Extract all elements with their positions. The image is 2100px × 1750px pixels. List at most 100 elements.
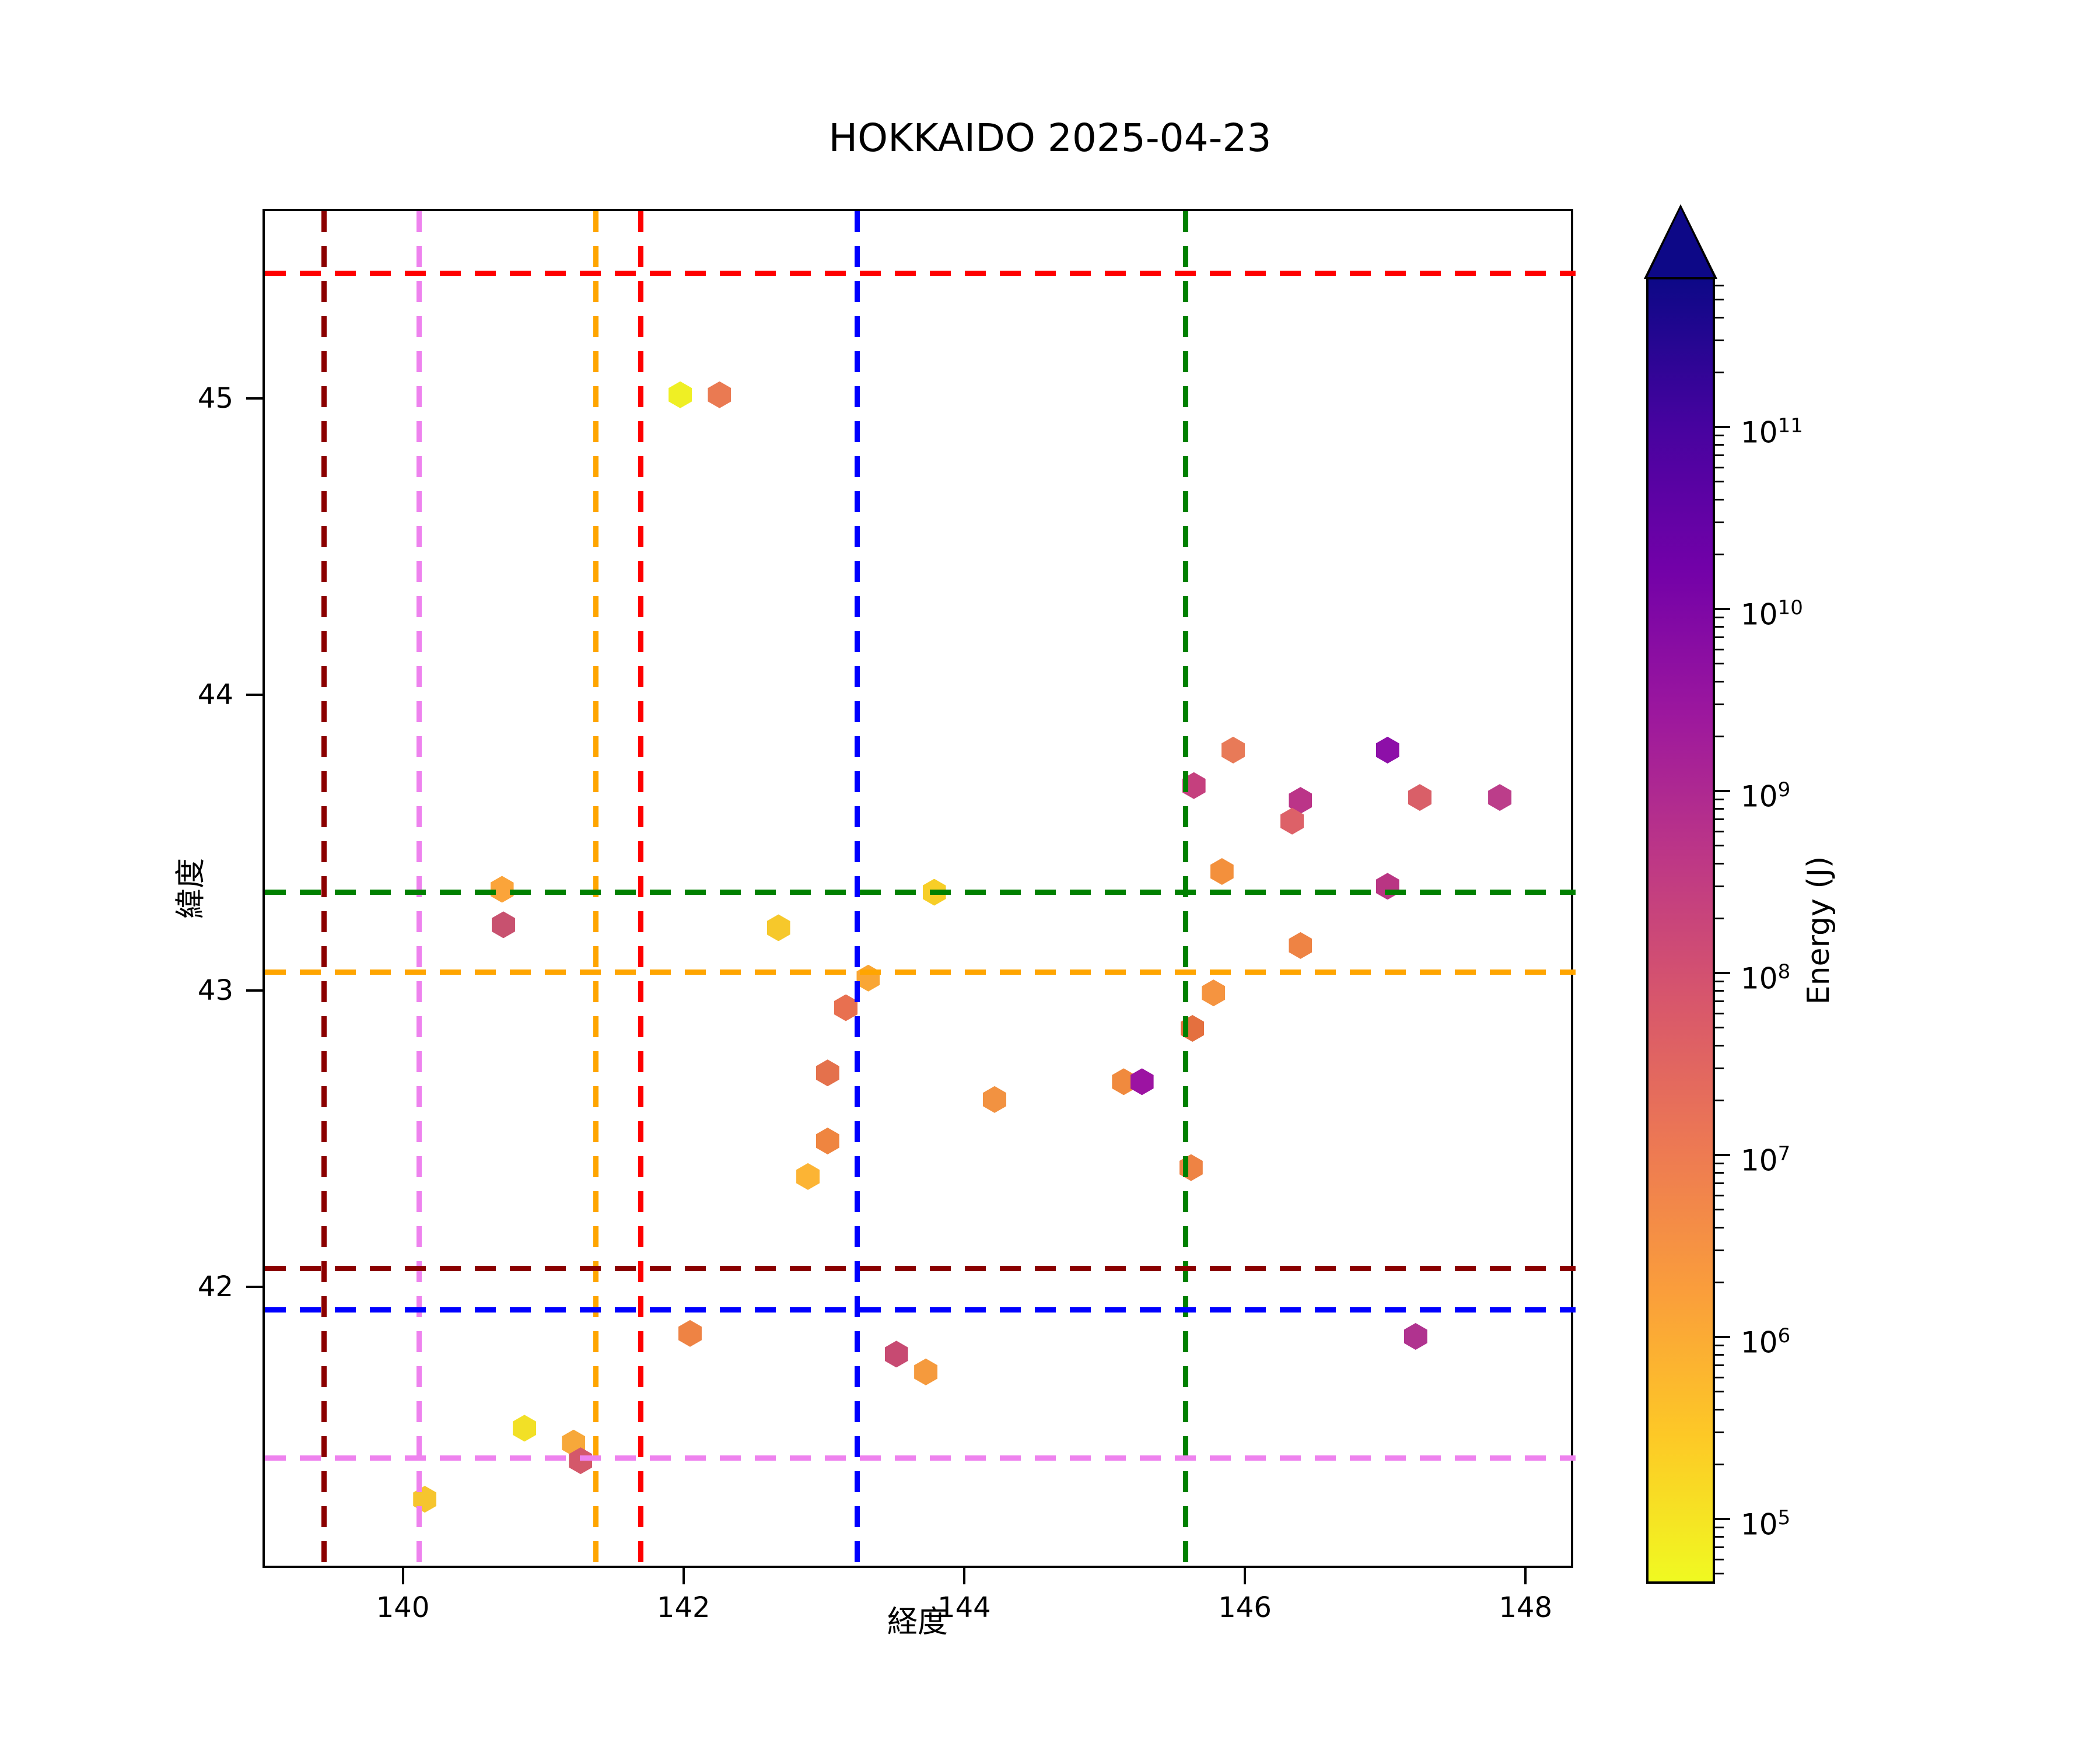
colorbar-minor-tick	[1715, 917, 1724, 919]
x-tick-label: 142	[656, 1591, 710, 1624]
colorbar-minor-tick	[1715, 299, 1724, 301]
colorbar-minor-tick	[1715, 1546, 1724, 1548]
colorbar-minor-tick	[1715, 466, 1724, 468]
colorbar-minor-tick	[1715, 1376, 1724, 1378]
colorbar-tick-label: 106	[1741, 1324, 1791, 1360]
horizontal-reference-line	[265, 970, 1576, 975]
colorbar-minor-tick	[1715, 648, 1724, 650]
data-point-hexagon	[856, 964, 880, 992]
colorbar-minor-tick	[1715, 807, 1724, 810]
colorbar-minor-tick	[1715, 735, 1724, 737]
colorbar-major-tick	[1715, 1336, 1730, 1338]
data-point-hexagon	[1376, 736, 1399, 764]
colorbar-minor-tick	[1715, 1431, 1724, 1433]
colorbar-major-tick	[1715, 1154, 1730, 1156]
colorbar-minor-tick	[1715, 703, 1724, 705]
y-tick-label: 44	[197, 678, 233, 711]
colorbar-minor-tick	[1715, 434, 1724, 436]
colorbar-minor-tick	[1715, 1249, 1724, 1251]
horizontal-reference-line	[265, 1307, 1576, 1312]
data-point-hexagon	[1289, 932, 1312, 959]
colorbar-major-tick	[1715, 790, 1730, 792]
data-point-hexagon	[1404, 1322, 1427, 1350]
data-point-hexagon	[766, 914, 790, 942]
horizontal-reference-line	[265, 1455, 1576, 1461]
colorbar-arrow	[1647, 208, 1714, 278]
x-tick-label: 148	[1499, 1591, 1553, 1624]
colorbar-minor-tick	[1715, 989, 1724, 992]
data-point-hexagon	[1202, 979, 1226, 1007]
horizontal-reference-line	[265, 890, 1576, 895]
colorbar-minor-tick	[1715, 1194, 1724, 1196]
colorbar-minor-tick	[1715, 443, 1724, 446]
colorbar-minor-tick	[1715, 1526, 1724, 1528]
colorbar-axis-label: Energy (J)	[1801, 856, 1836, 1005]
colorbar-major-tick	[1715, 1518, 1730, 1520]
colorbar-minor-tick	[1715, 1000, 1724, 1002]
data-point-hexagon	[884, 1340, 908, 1368]
colorbar-minor-tick	[1715, 1408, 1724, 1410]
colorbar-minor-tick	[1715, 1558, 1724, 1560]
x-tick-label: 144	[937, 1591, 991, 1624]
y-tick-mark	[246, 1285, 262, 1288]
colorbar-minor-tick	[1715, 371, 1724, 373]
colorbar-minor-tick	[1715, 1391, 1724, 1393]
horizontal-reference-line	[265, 1265, 1576, 1271]
data-point-hexagon	[708, 381, 732, 408]
colorbar-minor-tick	[1715, 454, 1724, 456]
colorbar-minor-tick	[1715, 845, 1724, 847]
data-point-hexagon	[1130, 1068, 1154, 1096]
x-axis-label: 経度	[887, 1605, 949, 1640]
colorbar-minor-tick	[1715, 1281, 1724, 1283]
colorbar-minor-tick	[1715, 616, 1724, 618]
colorbar-minor-tick	[1715, 1182, 1724, 1184]
colorbar-minor-tick	[1715, 1209, 1724, 1211]
x-tick-mark	[401, 1568, 404, 1584]
data-point-hexagon	[513, 1415, 537, 1442]
data-point-hexagon	[1408, 784, 1432, 811]
colorbar-tick-label: 109	[1741, 778, 1791, 814]
colorbar-minor-tick	[1715, 818, 1724, 820]
colorbar-minor-tick	[1715, 830, 1724, 832]
y-tick-label: 43	[197, 974, 233, 1007]
y-tick-mark	[246, 989, 262, 992]
x-tick-mark	[1524, 1568, 1527, 1584]
plot-area	[262, 209, 1576, 1570]
colorbar-minor-tick	[1715, 1364, 1724, 1366]
colorbar-minor-tick	[1715, 1344, 1724, 1346]
colorbar-minor-tick	[1715, 1044, 1724, 1046]
colorbar-major-tick	[1715, 426, 1730, 428]
colorbar-minor-tick	[1715, 663, 1724, 665]
colorbar-minor-tick	[1715, 625, 1724, 628]
colorbar-minor-tick	[1715, 1012, 1724, 1014]
colorbar-minor-tick	[1715, 885, 1724, 887]
data-point-hexagon	[491, 911, 515, 939]
colorbar-minor-tick	[1715, 1099, 1724, 1101]
colorbar-minor-tick	[1715, 1463, 1724, 1465]
chart-title: HOKKAIDO 2025-04-23	[828, 116, 1272, 160]
data-point-hexagon	[569, 1447, 593, 1475]
y-axis-label: 緯度	[173, 858, 209, 919]
x-tick-label: 146	[1218, 1591, 1272, 1624]
y-tick-label: 42	[197, 1270, 233, 1303]
colorbar-minor-tick	[1715, 1027, 1724, 1029]
colorbar-tick-label: 1011	[1741, 414, 1803, 450]
colorbar-minor-tick	[1715, 1162, 1724, 1164]
data-point-hexagon	[1488, 784, 1512, 811]
colorbar-tick-label: 105	[1741, 1506, 1791, 1542]
x-tick-mark	[682, 1568, 685, 1584]
colorbar-minor-tick	[1715, 284, 1724, 286]
colorbar-minor-tick	[1715, 862, 1724, 864]
y-tick-mark	[246, 397, 262, 400]
colorbar-minor-tick	[1715, 553, 1724, 555]
colorbar-minor-tick	[1715, 1171, 1724, 1174]
horizontal-reference-line	[265, 271, 1576, 276]
colorbar-minor-tick	[1715, 339, 1724, 341]
colorbar-minor-tick	[1715, 1067, 1724, 1069]
y-tick-label: 45	[197, 382, 233, 415]
colorbar-minor-tick	[1715, 1353, 1724, 1356]
data-point-hexagon	[1210, 858, 1234, 885]
colorbar-minor-tick	[1715, 1226, 1724, 1228]
colorbar-minor-tick	[1715, 521, 1724, 523]
